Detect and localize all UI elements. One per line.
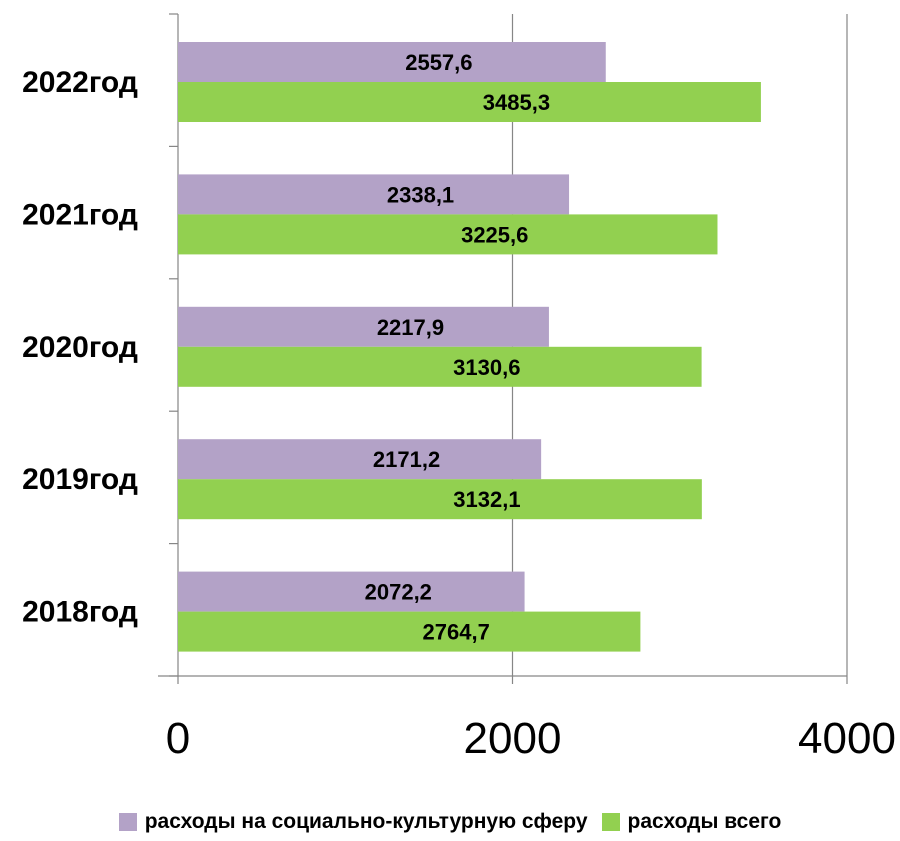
data-label: 2764,7 [423,620,490,645]
bar-total [178,611,641,652]
legend-label-total: расходы всего [627,810,782,833]
data-label: 2171,2 [373,447,440,472]
legend: расходы на социально-культурную сферу ра… [0,810,900,834]
bar-social-cultural [178,306,549,347]
x-tick-labels: 0 2000 4000 [166,714,896,763]
data-label: 3225,6 [461,222,528,247]
bar-social-cultural [178,439,542,480]
x-tick-label: 0 [166,714,190,763]
category-label: 2019год [22,463,138,496]
bar-social-cultural [178,571,525,612]
legend-swatch-social-cultural [118,813,137,831]
bar-total [178,346,702,387]
data-labels: 2557,6 3485,3 2338,1 3225,6 2217,9 3130,6 2171… [365,50,550,645]
data-label: 3132,1 [453,487,520,512]
bar-social-cultural [178,42,606,82]
category-label: 2022год [22,66,138,99]
data-label: 3130,6 [453,355,520,380]
data-label: 2072,2 [365,580,432,605]
data-label: 2338,1 [387,182,454,207]
legend-swatch-total [601,813,620,831]
data-label: 2217,9 [377,315,444,340]
x-tick-label: 4000 [798,714,896,763]
category-label: 2018год [22,596,138,629]
bars [178,42,761,652]
category-label: 2021год [22,198,138,231]
bar-total [178,214,718,255]
bar-total [178,82,761,122]
category-labels: 2022год 2021год 2020год 2019год 2018год [22,66,138,629]
x-tick-label: 2000 [464,714,562,763]
legend-item-social-cultural: расходы на социально-культурную сферу [118,810,588,834]
data-label: 2557,6 [405,50,472,75]
legend-label-social-cultural: расходы на социально-культурную сферу [144,810,588,833]
bar-total [178,479,702,520]
bar-social-cultural [178,174,570,215]
data-label: 3485,3 [483,90,550,115]
legend-item-total: расходы всего [601,810,782,834]
category-label: 2020год [22,331,138,364]
